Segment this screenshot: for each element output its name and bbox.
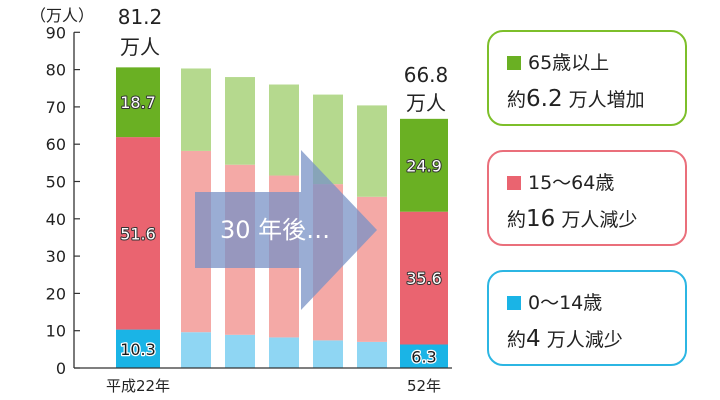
bar-segment-age-0-14 [357, 341, 387, 368]
bar-segment-age-65-over [181, 68, 211, 151]
x-axis: 平成22年 52年 [74, 367, 452, 395]
total-unit: 万人 [406, 91, 446, 115]
legend-about-0-14: 約 [507, 329, 527, 351]
y-tick-label: 30 [46, 247, 66, 266]
bar-segment-age-65-over [269, 84, 299, 176]
arrow-layer: 30 年後… [195, 150, 377, 310]
legend-swatch-0-14 [507, 296, 521, 310]
y-tick-label: 90 [46, 23, 66, 42]
bar-segment-age-0-14 [225, 334, 255, 368]
x-tick-label: 52年 [407, 377, 441, 395]
bar-segment-age-0-14 [181, 332, 211, 368]
y-tick-label: 80 [46, 61, 66, 80]
bar-segment-age-0-14 [313, 340, 343, 368]
legend-change-15-64: 万人減少 [555, 209, 638, 231]
legend-value-65-over: 6.2 [526, 86, 563, 112]
y-tick-label: 70 [46, 98, 66, 117]
legend-label-15-64: 15〜64歳 [528, 172, 615, 194]
y-tick-label: 40 [46, 210, 66, 229]
legend-value-15-64: 16 [526, 206, 556, 232]
data-label: 10.3 [120, 340, 156, 359]
legend-about-15-64: 約 [507, 209, 527, 231]
bar-segment-age-65-over [225, 77, 255, 165]
trend-arrow [195, 150, 377, 310]
legend-0-14: 0〜14歳 約4 万人減少 [487, 270, 687, 366]
legend-change-65-over: 万人増加 [562, 89, 645, 111]
bar-segment-age-65-over [400, 118, 448, 212]
bar-segment-age-0-14 [116, 329, 160, 368]
y-tick-label: 60 [46, 135, 66, 154]
y-axis: 0 10 20 30 40 50 60 70 80 90 [46, 23, 80, 378]
legend-swatch-15-64 [507, 176, 521, 190]
legend-value-0-14: 4 [526, 326, 541, 352]
total-unit: 万人 [120, 35, 160, 59]
data-labels: 10.3 51.6 18.7 6.3 35.6 24.9 81.2 万人 66.8 万人 [116, 4, 450, 368]
data-label: 51.6 [120, 224, 156, 243]
y-tick-label: 10 [46, 322, 66, 341]
trend-annotation: 30 年後… [220, 216, 330, 244]
legend-swatch-65-over [507, 56, 521, 70]
data-label: 18.7 [120, 93, 156, 112]
bar-segment-age-65-over [116, 67, 160, 138]
x-tick-label: 平成22年 [106, 377, 170, 395]
data-label: 6.3 [411, 347, 436, 366]
bar-segment-age-65-over [357, 105, 387, 197]
y-tick-label: 20 [46, 284, 66, 303]
legend-label-65-over: 65歳以上 [528, 52, 610, 74]
data-label: 24.9 [406, 156, 442, 175]
legend-change-0-14: 万人減少 [540, 329, 623, 351]
bar-segment-age-15-64 [116, 137, 160, 330]
y-tick-label: 0 [56, 359, 66, 378]
total-value: 81.2 [118, 5, 163, 29]
legend-15-64: 15〜64歳 約16 万人減少 [487, 150, 687, 246]
legend-about-65-over: 約 [507, 89, 527, 111]
total-value: 66.8 [404, 63, 449, 87]
data-label: 35.6 [406, 269, 442, 288]
bar-segment-age-15-64 [400, 211, 448, 345]
y-unit-label: （万人） [30, 6, 94, 25]
legend-label-0-14: 0〜14歳 [528, 292, 603, 314]
legend-65-over: 65歳以上 約6.2 万人増加 [487, 30, 687, 126]
y-tick-label: 50 [46, 173, 66, 192]
bar-segment-age-0-14 [269, 337, 299, 368]
bar-segment-age-0-14 [400, 344, 448, 368]
